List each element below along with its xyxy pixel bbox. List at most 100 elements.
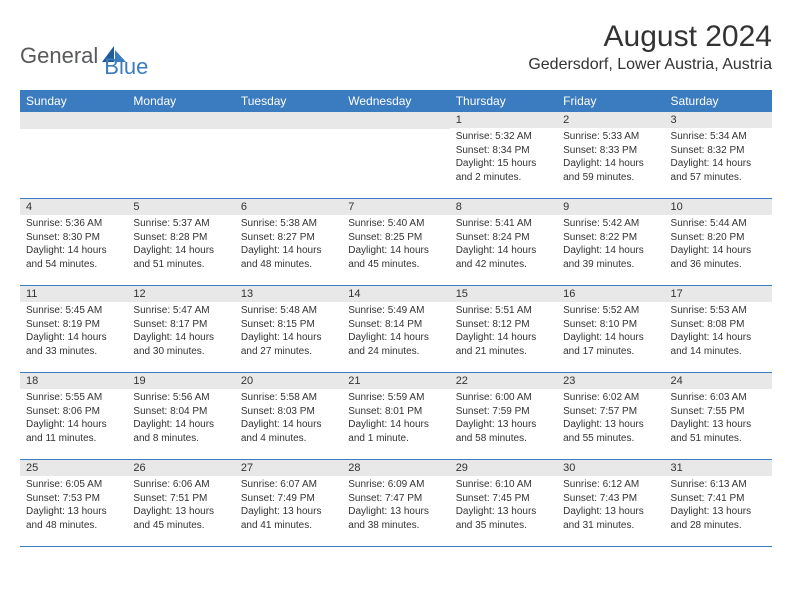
sunset-text: Sunset: 7:51 PM [133, 492, 228, 506]
day-content: Sunrise: 5:37 AMSunset: 8:28 PMDaylight:… [127, 215, 234, 275]
daylight-text: Daylight: 14 hours and 21 minutes. [456, 331, 551, 358]
daylight-text: Daylight: 15 hours and 2 minutes. [456, 157, 551, 184]
day-header-row: Sunday Monday Tuesday Wednesday Thursday… [20, 90, 772, 112]
sunset-text: Sunset: 7:55 PM [671, 405, 766, 419]
day-cell: 25Sunrise: 6:05 AMSunset: 7:53 PMDayligh… [20, 460, 127, 546]
daylight-text: Daylight: 14 hours and 14 minutes. [671, 331, 766, 358]
sunrise-text: Sunrise: 5:56 AM [133, 391, 228, 405]
day-cell: 27Sunrise: 6:07 AMSunset: 7:49 PMDayligh… [235, 460, 342, 546]
day-content: Sunrise: 5:32 AMSunset: 8:34 PMDaylight:… [450, 128, 557, 188]
day-number: 31 [665, 460, 772, 476]
sunrise-text: Sunrise: 5:45 AM [26, 304, 121, 318]
sunrise-text: Sunrise: 6:06 AM [133, 478, 228, 492]
sunrise-text: Sunrise: 5:36 AM [26, 217, 121, 231]
day-cell: 23Sunrise: 6:02 AMSunset: 7:57 PMDayligh… [557, 373, 664, 459]
day-content: Sunrise: 5:38 AMSunset: 8:27 PMDaylight:… [235, 215, 342, 275]
day-content: Sunrise: 5:42 AMSunset: 8:22 PMDaylight:… [557, 215, 664, 275]
day-content: Sunrise: 5:51 AMSunset: 8:12 PMDaylight:… [450, 302, 557, 362]
day-content: Sunrise: 6:12 AMSunset: 7:43 PMDaylight:… [557, 476, 664, 536]
day-number: 15 [450, 286, 557, 302]
title-block: August 2024 Gedersdorf, Lower Austria, A… [528, 20, 772, 74]
daylight-text: Daylight: 14 hours and 11 minutes. [26, 418, 121, 445]
day-number: 23 [557, 373, 664, 389]
day-number: 28 [342, 460, 449, 476]
day-content: Sunrise: 5:36 AMSunset: 8:30 PMDaylight:… [20, 215, 127, 275]
sunset-text: Sunset: 7:43 PM [563, 492, 658, 506]
week-row: 1Sunrise: 5:32 AMSunset: 8:34 PMDaylight… [20, 112, 772, 199]
sunrise-text: Sunrise: 6:09 AM [348, 478, 443, 492]
day-content: Sunrise: 5:34 AMSunset: 8:32 PMDaylight:… [665, 128, 772, 188]
location-subtitle: Gedersdorf, Lower Austria, Austria [528, 56, 772, 74]
daylight-text: Daylight: 14 hours and 1 minute. [348, 418, 443, 445]
calendar-grid: Sunday Monday Tuesday Wednesday Thursday… [20, 90, 772, 547]
day-header-wednesday: Wednesday [342, 90, 449, 112]
sunset-text: Sunset: 8:10 PM [563, 318, 658, 332]
logo-text-general: General [20, 43, 98, 69]
day-content: Sunrise: 5:52 AMSunset: 8:10 PMDaylight:… [557, 302, 664, 362]
sunrise-text: Sunrise: 5:49 AM [348, 304, 443, 318]
day-number: 1 [450, 112, 557, 128]
day-content: Sunrise: 5:55 AMSunset: 8:06 PMDaylight:… [20, 389, 127, 449]
day-cell: 24Sunrise: 6:03 AMSunset: 7:55 PMDayligh… [665, 373, 772, 459]
sunset-text: Sunset: 7:53 PM [26, 492, 121, 506]
day-header-tuesday: Tuesday [235, 90, 342, 112]
sunset-text: Sunset: 8:01 PM [348, 405, 443, 419]
daylight-text: Daylight: 13 hours and 35 minutes. [456, 505, 551, 532]
day-content: Sunrise: 5:59 AMSunset: 8:01 PMDaylight:… [342, 389, 449, 449]
sunset-text: Sunset: 8:03 PM [241, 405, 336, 419]
day-number: 29 [450, 460, 557, 476]
sunset-text: Sunset: 8:19 PM [26, 318, 121, 332]
day-content: Sunrise: 5:48 AMSunset: 8:15 PMDaylight:… [235, 302, 342, 362]
day-content: Sunrise: 5:49 AMSunset: 8:14 PMDaylight:… [342, 302, 449, 362]
daylight-text: Daylight: 13 hours and 45 minutes. [133, 505, 228, 532]
day-number [127, 112, 234, 129]
calendar-page: General Blue August 2024 Gedersdorf, Low… [0, 0, 792, 547]
day-number: 24 [665, 373, 772, 389]
daylight-text: Daylight: 14 hours and 42 minutes. [456, 244, 551, 271]
sunrise-text: Sunrise: 6:00 AM [456, 391, 551, 405]
daylight-text: Daylight: 14 hours and 33 minutes. [26, 331, 121, 358]
day-cell: 15Sunrise: 5:51 AMSunset: 8:12 PMDayligh… [450, 286, 557, 372]
sunrise-text: Sunrise: 6:13 AM [671, 478, 766, 492]
sunset-text: Sunset: 7:47 PM [348, 492, 443, 506]
day-number: 7 [342, 199, 449, 215]
daylight-text: Daylight: 13 hours and 51 minutes. [671, 418, 766, 445]
day-cell: 6Sunrise: 5:38 AMSunset: 8:27 PMDaylight… [235, 199, 342, 285]
daylight-text: Daylight: 14 hours and 36 minutes. [671, 244, 766, 271]
sunset-text: Sunset: 8:12 PM [456, 318, 551, 332]
sunrise-text: Sunrise: 5:53 AM [671, 304, 766, 318]
day-number: 14 [342, 286, 449, 302]
sunrise-text: Sunrise: 5:44 AM [671, 217, 766, 231]
day-number: 20 [235, 373, 342, 389]
sunrise-text: Sunrise: 5:33 AM [563, 130, 658, 144]
daylight-text: Daylight: 14 hours and 27 minutes. [241, 331, 336, 358]
sunset-text: Sunset: 8:24 PM [456, 231, 551, 245]
day-cell: 22Sunrise: 6:00 AMSunset: 7:59 PMDayligh… [450, 373, 557, 459]
day-number: 13 [235, 286, 342, 302]
day-number: 8 [450, 199, 557, 215]
sunset-text: Sunset: 8:15 PM [241, 318, 336, 332]
day-cell: 8Sunrise: 5:41 AMSunset: 8:24 PMDaylight… [450, 199, 557, 285]
week-row: 4Sunrise: 5:36 AMSunset: 8:30 PMDaylight… [20, 199, 772, 286]
sunrise-text: Sunrise: 5:52 AM [563, 304, 658, 318]
sunrise-text: Sunrise: 5:41 AM [456, 217, 551, 231]
sunset-text: Sunset: 8:28 PM [133, 231, 228, 245]
logo-text-blue: Blue [104, 54, 148, 80]
day-content: Sunrise: 6:06 AMSunset: 7:51 PMDaylight:… [127, 476, 234, 536]
sunrise-text: Sunrise: 5:32 AM [456, 130, 551, 144]
day-cell: 18Sunrise: 5:55 AMSunset: 8:06 PMDayligh… [20, 373, 127, 459]
day-cell: 7Sunrise: 5:40 AMSunset: 8:25 PMDaylight… [342, 199, 449, 285]
daylight-text: Daylight: 14 hours and 45 minutes. [348, 244, 443, 271]
sunset-text: Sunset: 7:45 PM [456, 492, 551, 506]
day-content: Sunrise: 5:44 AMSunset: 8:20 PMDaylight:… [665, 215, 772, 275]
day-content: Sunrise: 6:03 AMSunset: 7:55 PMDaylight:… [665, 389, 772, 449]
sunset-text: Sunset: 7:57 PM [563, 405, 658, 419]
day-cell: 28Sunrise: 6:09 AMSunset: 7:47 PMDayligh… [342, 460, 449, 546]
day-number: 22 [450, 373, 557, 389]
day-cell [20, 112, 127, 198]
day-cell: 2Sunrise: 5:33 AMSunset: 8:33 PMDaylight… [557, 112, 664, 198]
daylight-text: Daylight: 13 hours and 58 minutes. [456, 418, 551, 445]
day-number: 19 [127, 373, 234, 389]
day-content: Sunrise: 5:41 AMSunset: 8:24 PMDaylight:… [450, 215, 557, 275]
day-content: Sunrise: 6:00 AMSunset: 7:59 PMDaylight:… [450, 389, 557, 449]
